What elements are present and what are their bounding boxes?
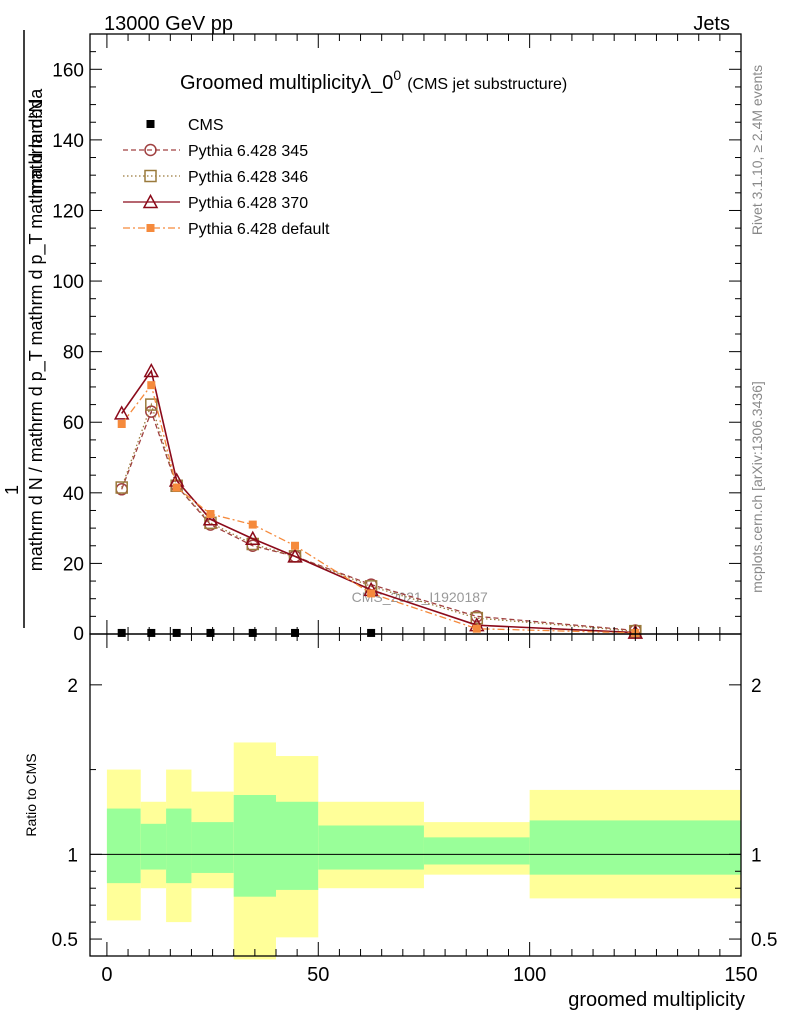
ratio-inner-band	[529, 820, 741, 875]
y-tick-label: 20	[63, 554, 84, 575]
series-line	[121, 369, 636, 634]
legend-entry: Pythia 6.428 370	[123, 193, 308, 212]
ratio-inner-band	[423, 837, 530, 865]
data-point	[143, 362, 160, 378]
data-point	[287, 548, 303, 563]
x-tick-label: 150	[724, 964, 757, 986]
legend-marker	[142, 193, 159, 209]
ratio-inner-band	[140, 823, 167, 870]
side-label-rivet: Rivet 3.1.10, ≥ 2.4M events	[749, 65, 765, 235]
legend-marker	[146, 120, 155, 128]
main-plot: CMS_2021_I1920187 20 40 60 80 100 120 140 160 0 Gr…	[52, 33, 742, 645]
data-point	[248, 628, 257, 637]
data-point	[248, 520, 257, 529]
main-y-axis-label: mathrm d²N 1 mathrm d N / mathrm d p_T m…	[2, 30, 47, 628]
ratio-y-tick-label-right: 1	[751, 845, 762, 866]
data-point	[172, 483, 181, 492]
x-tick-label: 50	[307, 964, 329, 986]
ratio-y-tick-label: 0.5	[52, 930, 78, 951]
data-point	[115, 481, 128, 494]
header-process-label: 13000 GeV pp	[104, 13, 233, 35]
y-tick-label: 80	[63, 343, 84, 364]
legend-marker	[144, 169, 157, 183]
ratio-y-label: Ratio to CMS	[23, 753, 39, 836]
legend-label: Pythia 6.428 370	[188, 195, 308, 212]
data-point	[202, 511, 219, 526]
data-point	[291, 541, 300, 550]
y-tick-label: 100	[52, 272, 84, 293]
legend-marker	[144, 143, 157, 157]
y-tick-label: 160	[52, 60, 84, 81]
ratio-inner-band	[318, 825, 424, 870]
data-point	[472, 624, 481, 633]
ratio-y-tick-label-right: 0.5	[751, 930, 777, 951]
legend-label: Pythia 6.428 default	[188, 221, 330, 238]
ratio-inner-band	[276, 801, 319, 890]
data-point	[117, 420, 126, 428]
data-point	[367, 628, 376, 637]
data-point	[291, 628, 300, 637]
y-tick-label: 40	[63, 484, 84, 505]
ratio-y-tick-label-right: 2	[751, 676, 762, 697]
ratio-inner-band	[166, 808, 192, 884]
data-point	[145, 398, 158, 411]
watermark-label: CMS_2021_I1920187	[352, 589, 488, 605]
legend-label: Pythia 6.428 345	[188, 143, 308, 160]
y-tick-label: 0	[73, 624, 84, 645]
legend-label: CMS	[188, 117, 224, 134]
ratio-y-tick-label: 2	[67, 676, 78, 697]
data-point	[172, 628, 181, 637]
y-tick-label: 60	[63, 413, 84, 434]
legend: CMS Pythia 6.428 345 Pythia 6.428 346 Pythi…	[123, 117, 330, 238]
data-point	[147, 628, 156, 637]
x-tick-label: 100	[513, 964, 546, 986]
legend-marker	[146, 224, 155, 232]
data-point	[244, 530, 261, 545]
data-point	[367, 589, 376, 598]
ratio-plot-frame	[89, 633, 742, 957]
y-tick-label: 140	[52, 131, 84, 152]
ratio-inner-band	[233, 795, 276, 897]
legend-entry: CMS	[146, 117, 224, 134]
data-point	[117, 628, 126, 637]
ratio-plot: 0 50 100 150 0.5 0.5 1 1 2 2	[52, 633, 777, 986]
legend-entry: Pythia 6.428 default	[123, 221, 330, 238]
header-analysis-label: Jets	[693, 13, 730, 35]
chart-title: Groomed multiplicityλ_00(CMS jet substru…	[180, 67, 567, 94]
y-label-one: 1	[2, 485, 22, 495]
x-axis-label: groomed multiplicity	[568, 989, 745, 1011]
series-line	[121, 402, 636, 632]
x-tick-label: 0	[101, 964, 112, 986]
data-point	[145, 405, 158, 418]
data-point	[147, 381, 156, 390]
ratio-inner-band	[106, 808, 141, 884]
y-label-denominator: mathrm d N / mathrm d p_T mathrm d p_T m…	[26, 88, 47, 571]
legend-label: Pythia 6.428 346	[188, 169, 308, 186]
ratio-y-tick-label: 1	[67, 845, 78, 866]
data-point	[206, 628, 215, 637]
data-point	[470, 611, 484, 625]
ratio-inner-band	[191, 822, 234, 873]
series-0	[117, 628, 376, 637]
data-point	[206, 510, 215, 518]
side-label-mcplots: mcplots.cern.ch [arXiv:1306.3436]	[749, 381, 765, 593]
data-point	[113, 405, 130, 420]
y-label-numerator: mathrm d²N	[26, 99, 46, 194]
legend-entry: Pythia 6.428 346	[123, 169, 308, 186]
y-tick-label: 120	[52, 201, 84, 222]
series-line	[121, 409, 636, 632]
legend-entry: Pythia 6.428 345	[123, 143, 308, 160]
